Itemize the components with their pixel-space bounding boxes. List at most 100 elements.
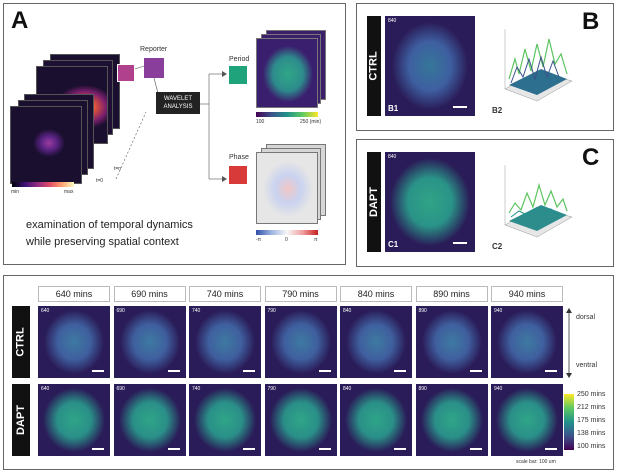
period-box	[229, 66, 247, 84]
panel-b-time-label: 840	[388, 18, 397, 24]
colorbar-tick-label: 212 mins	[577, 404, 606, 411]
panel-c-letter: C	[582, 144, 600, 171]
panel-c-scale-bar	[453, 242, 467, 244]
colorbar-tick-label: 175 mins	[577, 417, 606, 424]
reporter-colorbar	[12, 182, 74, 187]
ctrl-tile: 890	[415, 306, 488, 378]
tile-scale-bar	[394, 370, 406, 372]
panel-c-sub1: C1	[388, 240, 399, 249]
ctrl-tile: 790	[264, 306, 337, 378]
tile-time-label: 840	[343, 308, 352, 314]
tile-scale-bar	[318, 370, 331, 372]
panel-c-time-label: 840	[388, 154, 397, 160]
ctrl-tile: 940	[491, 306, 563, 378]
dapt-tile: 890	[415, 384, 488, 456]
caption-line2: while preserving spatial context	[26, 236, 179, 248]
tile-scale-bar	[92, 370, 104, 372]
colorbar-max: max	[64, 189, 74, 195]
phase-scale-min: -π	[256, 237, 262, 243]
tile-time-label: 640	[41, 308, 50, 314]
tile-scale-bar	[167, 448, 180, 450]
panel-c-tissue-map: 840 C1	[385, 152, 475, 252]
axis-ventral: ventral	[576, 362, 598, 369]
tile-scale-bar	[167, 370, 180, 372]
dapt-tile: 940	[491, 384, 563, 456]
stack-t-top: t=n	[114, 166, 122, 172]
tile-time-label: 940	[494, 386, 503, 392]
timepoint-header: 790 mins	[264, 286, 337, 302]
dapt-tile: 740	[189, 384, 261, 456]
tile-time-label: 740	[192, 386, 201, 392]
dapt-tile: 840	[340, 384, 412, 456]
dapt-tile: 790	[264, 384, 337, 456]
tile-time-label: 690	[116, 308, 125, 314]
tile-time-label: 690	[116, 386, 125, 392]
tile-time-label: 740	[192, 308, 201, 314]
tile-scale-bar	[545, 370, 557, 372]
phase-scale-mid: 0	[285, 237, 288, 243]
axis-arrow	[566, 308, 572, 378]
bottom-row-label-ctrl: CTRL	[12, 306, 30, 378]
panel-b: B CTRL 840 B1 B2	[356, 3, 614, 131]
tile-time-label: 890	[418, 386, 427, 392]
tile-scale-bar	[243, 370, 255, 372]
ctrl-tile: 840	[340, 306, 412, 378]
panel-b-3d-plot: B2	[492, 19, 577, 115]
panel-c-row-label: DAPT	[367, 152, 381, 252]
ctrl-tile: 690	[113, 306, 186, 378]
panel-b-scale-bar	[453, 106, 467, 108]
panel-c-sub2: C2	[492, 242, 503, 251]
tile-scale-bar	[545, 448, 557, 450]
colorbar-tick-label: 138 mins	[577, 430, 606, 437]
tile-time-label: 790	[267, 386, 276, 392]
panel-b-row-label: CTRL	[367, 16, 381, 116]
timepoint-header: 840 mins	[340, 286, 412, 302]
phase-colorbar	[256, 230, 318, 235]
timepoint-header: 640 mins	[38, 286, 110, 302]
period-colorbar	[256, 112, 318, 117]
wavelet-line1: WAVELET	[163, 96, 192, 102]
panel-a: A t=n t=0 min max Reporter WAVELET ANALY…	[3, 3, 346, 265]
tile-scale-bar	[318, 448, 331, 450]
panel-b-letter: B	[582, 8, 600, 35]
panel-c-3d-plot: C2	[492, 155, 577, 251]
axis-dorsal: dorsal	[576, 314, 596, 321]
phase-map	[256, 152, 318, 224]
timepoint-header: 940 mins	[491, 286, 563, 302]
tile-scale-bar	[243, 448, 255, 450]
phase-label: Phase	[229, 154, 249, 161]
panel-c: C DAPT 840 C1 C2	[356, 139, 614, 267]
period-label: Period	[229, 56, 250, 63]
bottom-colorbar	[564, 394, 574, 450]
colorbar-tick-label: 100 mins	[577, 443, 606, 450]
colorbar-tick-label: 250 mins	[577, 391, 606, 398]
period-stack	[256, 30, 328, 110]
tile-scale-bar	[469, 448, 482, 450]
tile-scale-bar	[469, 370, 482, 372]
tile-time-label: 940	[494, 308, 503, 314]
wavelet-line2: ANALYSIS	[163, 104, 193, 110]
panel-a-letter: A	[11, 7, 29, 34]
timepoint-header: 690 mins	[113, 286, 186, 302]
ctrl-tile: 740	[189, 306, 261, 378]
panel-b-sub1: B1	[388, 104, 399, 113]
period-map	[256, 38, 318, 108]
panel-bottom: CTRL DAPT 640 mins 690 mins 740 mins 790 mi…	[3, 275, 614, 470]
tile-time-label: 840	[343, 386, 352, 392]
timepoint-header: 890 mins	[415, 286, 488, 302]
reporter-box	[144, 58, 164, 78]
ctrl-tile: 640	[38, 306, 110, 378]
tile-time-label: 890	[418, 308, 427, 314]
period-scale-min: 100	[256, 119, 265, 125]
tile-time-label: 640	[41, 386, 50, 392]
timepoint-header: 740 mins	[189, 286, 261, 302]
period-scale-max: 250 (min)	[300, 119, 322, 125]
caption-line1: examination of temporal dynamics	[26, 219, 193, 231]
reporter-zoom-square	[117, 64, 135, 82]
phase-box	[229, 166, 247, 184]
stack-t-bottom: t=0	[96, 178, 104, 184]
panel-b-sub2: B2	[492, 106, 503, 115]
reporter-label: Reporter	[140, 46, 168, 53]
wavelet-box: WAVELET ANALYSIS	[156, 92, 200, 114]
colorbar-min: min	[11, 189, 20, 195]
